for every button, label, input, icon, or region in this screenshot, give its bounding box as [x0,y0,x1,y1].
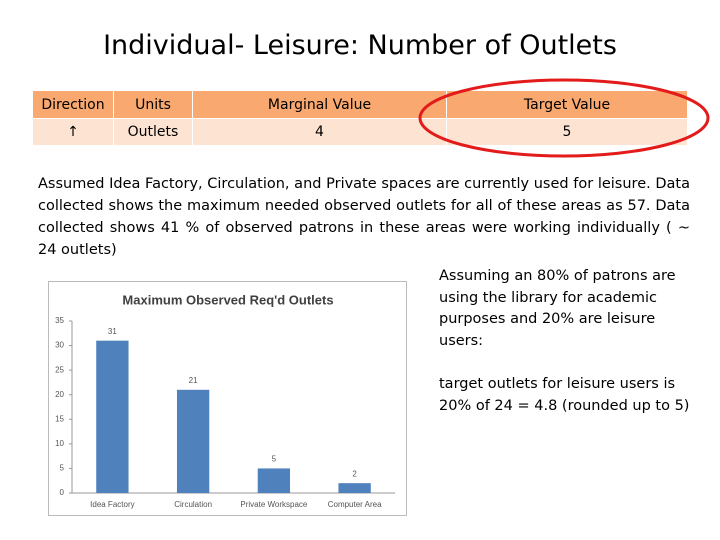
y-tick-label: 0 [60,488,65,497]
y-tick-label: 35 [55,316,64,325]
x-tick-label: Idea Factory [90,500,134,509]
header-cell: Marginal Value [192,90,447,119]
chart: Maximum Observed Req'd Outlets 0 5 10 15 20 2… [48,281,407,516]
x-tick-label: Circulation [174,500,212,509]
data-label: 21 [189,376,198,385]
header-row: Direction Units Marginal Value Target Va… [32,90,688,119]
bar [176,389,210,493]
x-tick-label: Computer Area [328,500,382,509]
note: Assuming an 80% of patrons are using the… [439,268,676,349]
bar [257,468,291,493]
y-tick-label: 15 [55,414,64,423]
note: target outlets for leisure users is 20% … [439,376,690,414]
header-cell: Units [113,90,193,119]
data-row: ↑ Outlets 4 5 [32,118,688,146]
y-tick-label: 25 [55,365,64,374]
cell: 5 [446,118,688,146]
data-label: 2 [352,469,357,478]
bar [96,340,129,493]
cell: Outlets [113,118,193,146]
y-tick-label: 10 [55,439,64,448]
bar [338,483,371,493]
header-cell: Direction [32,90,114,119]
chart-title: Maximum Observed Req'd Outlets [122,292,333,307]
data-label: 5 [272,455,277,464]
cell: 4 [192,118,447,146]
y-tick-label: 5 [60,464,65,473]
cell: ↑ [32,118,114,146]
header-cell: Target Value [446,90,688,119]
slide-title: Individual- Leisure: Number of Outlets [103,30,617,61]
y-tick-label: 20 [55,390,64,399]
y-tick-label: 30 [55,341,64,350]
paragraph: Assumed Idea Factory, Circulation, and P… [38,176,690,258]
table: Direction Units Marginal Value Target Va… [32,90,688,146]
data-label: 31 [108,327,117,336]
x-tick-label: Private Workspace [240,500,308,509]
